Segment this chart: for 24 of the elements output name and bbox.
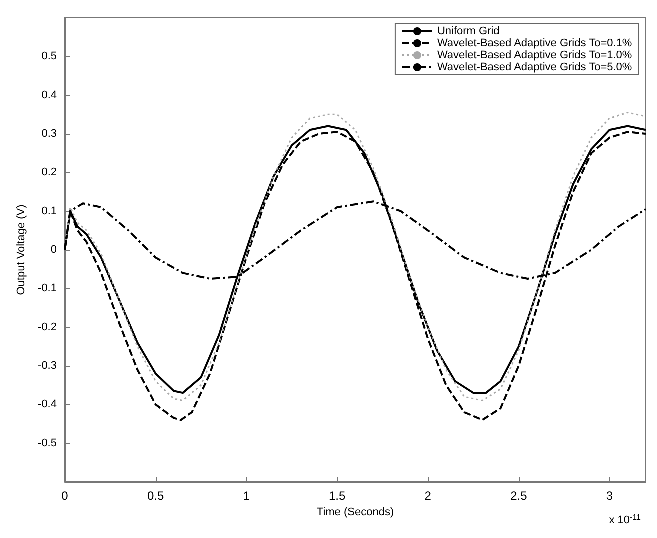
x-tick-label: 1.5 [329, 489, 346, 503]
y-tick-label: -0.5 [38, 437, 57, 450]
legend-label: Wavelet-Based Adaptive Grids To=1.0% [437, 50, 632, 62]
x-axis-title: Time (Seconds) [316, 506, 394, 518]
legend-label: Uniform Grid [437, 26, 500, 38]
x-tick-label: 0 [62, 489, 69, 503]
y-axis-title: Output Voltage (V) [16, 204, 28, 296]
y-tick-label: -0.4 [38, 398, 57, 411]
y-tick-label: 0.1 [42, 205, 57, 218]
x-tick-label: 1 [243, 489, 250, 503]
x-tick-label: 2.5 [510, 489, 528, 503]
y-tick-label: -0.1 [38, 282, 57, 295]
y-tick-label: 0 [50, 244, 57, 256]
x-tick-label: 0.5 [147, 489, 164, 503]
y-tick-label: 0.4 [42, 89, 57, 102]
x-tick-label: 2 [424, 489, 432, 503]
x-tick-label: 3 [606, 489, 614, 503]
legend-label: Wavelet-Based Adaptive Grids To=5.0% [437, 62, 632, 74]
y-tick-label: -0.2 [38, 321, 57, 334]
y-tick-label: 0.5 [42, 50, 57, 63]
y-tick-label: 0.2 [42, 166, 57, 179]
y-tick-label: -0.3 [38, 360, 57, 372]
y-tick-label: 0.3 [42, 128, 57, 140]
legend-label: Wavelet-Based Adaptive Grids To=0.1% [437, 38, 632, 50]
